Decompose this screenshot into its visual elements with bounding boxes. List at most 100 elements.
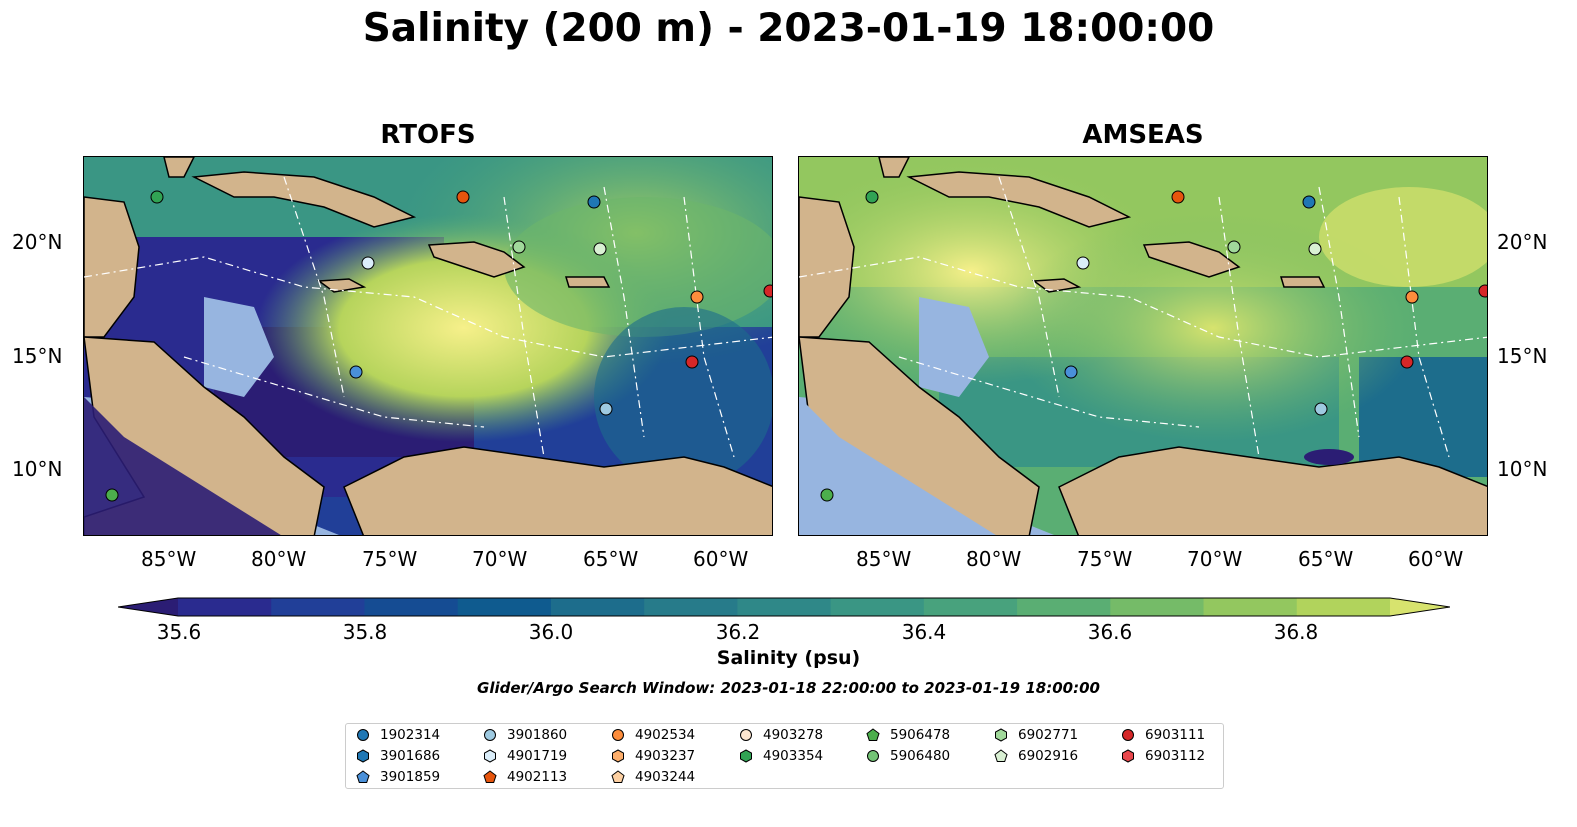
y-tick-label: 15°N (1497, 344, 1548, 368)
legend-label: 6903111 (1145, 727, 1206, 743)
legend-label: 3901859 (380, 769, 441, 785)
hexagon-marker-icon (612, 749, 624, 763)
x-tick-label: 80°W (251, 547, 307, 571)
colorbar-segment (923, 598, 1018, 616)
circle-marker-icon (612, 729, 624, 741)
y-tick-label: 20°N (12, 230, 63, 254)
legend-item: 4901719 (483, 748, 567, 764)
colorbar-segment (457, 598, 552, 616)
legend: 1902314 3901686 3901859 3901860 4901719 49021… (345, 723, 1224, 789)
colorbar-tick: 35.8 (342, 620, 388, 644)
colorbar-segment (178, 598, 272, 616)
legend-item: 4903237 (611, 748, 695, 764)
x-tick-label: 75°W (362, 547, 418, 571)
colorbar-segment (271, 598, 365, 616)
x-tick-label: 85°W (141, 547, 197, 571)
circle-marker-icon (740, 729, 752, 741)
legend-label: 4903244 (635, 769, 696, 785)
circle-marker-icon (357, 729, 369, 741)
colorbar-extend-max (1390, 598, 1450, 616)
colorbar-segment (830, 598, 925, 616)
x-tick-label: 70°W (472, 547, 528, 571)
x-tick-label: 65°W (583, 547, 639, 571)
y-tick-label: 10°N (1497, 457, 1548, 481)
panel-title-rtofs: RTOFS (380, 120, 476, 150)
legend-label: 1902314 (380, 727, 441, 743)
pentagon-marker-icon (483, 770, 497, 783)
hexagon-marker-icon (995, 728, 1007, 742)
legend-label: 4901719 (507, 748, 568, 764)
x-tick-label: 80°W (966, 547, 1022, 571)
y-tick-label: 10°N (12, 457, 63, 481)
legend-label: 5906478 (890, 727, 951, 743)
colorbar-segment (1203, 598, 1298, 616)
colorbar-tick: 36.6 (1087, 620, 1133, 644)
colorbar-segment (644, 598, 738, 616)
colorbar-tick: 36.4 (901, 620, 947, 644)
colorbar-segment (364, 598, 459, 616)
legend-item: 5906478 (866, 727, 950, 743)
colorbar-tick: 35.6 (156, 620, 202, 644)
legend-item: 4902113 (483, 769, 567, 785)
legend-label: 3901860 (507, 727, 568, 743)
pentagon-marker-icon (611, 770, 625, 783)
circle-marker-icon (484, 729, 496, 741)
hexagon-marker-icon (357, 749, 369, 763)
legend-item: 6903111 (1121, 727, 1205, 743)
y-tick-label: 20°N (1497, 230, 1548, 254)
x-tick-label: 85°W (856, 547, 912, 571)
circle-marker-icon (867, 750, 879, 762)
hexagon-marker-icon (1122, 749, 1134, 763)
colorbar-segment (1110, 598, 1205, 616)
legend-item: 3901860 (483, 727, 567, 743)
legend-label: 6903112 (1145, 748, 1206, 764)
legend-label: 4902534 (635, 727, 696, 743)
colorbar-segment (550, 598, 645, 616)
x-tick-label: 75°W (1077, 547, 1133, 571)
legend-item: 1902314 (356, 727, 440, 743)
y-tick-label: 15°N (12, 344, 63, 368)
pentagon-marker-icon (356, 770, 370, 783)
legend-item: 6903112 (1121, 748, 1205, 764)
legend-item: 4903354 (739, 748, 823, 764)
colorbar-segment (1296, 598, 1391, 616)
x-tick-label: 65°W (1298, 547, 1354, 571)
map-amseas (798, 156, 1488, 536)
legend-item: 3901686 (356, 748, 440, 764)
legend-label: 3901686 (380, 748, 441, 764)
colorbar-extend-min (118, 598, 178, 616)
legend-label: 6902771 (1018, 727, 1079, 743)
x-tick-label: 70°W (1187, 547, 1243, 571)
map-rtofs (83, 156, 773, 536)
colorbar-segment (737, 598, 832, 616)
legend-label: 5906480 (890, 748, 951, 764)
colorbar-tick: 36.0 (528, 620, 574, 644)
hexagon-marker-icon (740, 749, 752, 763)
x-tick-label: 60°W (1408, 547, 1464, 571)
figure-title: Salinity (200 m) - 2023-01-19 18:00:00 (362, 6, 1215, 51)
pentagon-marker-icon (866, 728, 880, 741)
colorbar-tick: 36.2 (715, 620, 761, 644)
x-tick-label: 60°W (693, 547, 749, 571)
colorbar-tick: 36.8 (1273, 620, 1319, 644)
legend-item: 6902771 (994, 727, 1078, 743)
legend-item: 3901859 (356, 769, 440, 785)
circle-marker-icon (1122, 729, 1134, 741)
legend-label: 6902916 (1018, 748, 1079, 764)
legend-item: 4902534 (611, 727, 695, 743)
legend-label: 4902113 (507, 769, 568, 785)
colorbar (117, 592, 1451, 622)
legend-label: 4903237 (635, 748, 696, 764)
legend-item: 4903278 (739, 727, 823, 743)
legend-item: 5906480 (866, 748, 950, 764)
legend-item: 6902916 (994, 748, 1078, 764)
panel-title-amseas: AMSEAS (1082, 120, 1204, 150)
pentagon-marker-icon (994, 749, 1008, 762)
legend-label: 4903278 (763, 727, 824, 743)
colorbar-title: Salinity (psu) (716, 647, 861, 669)
colorbar-segment (1017, 598, 1111, 616)
hexagon-marker-icon (484, 749, 496, 763)
search-window-text: Glider/Argo Search Window: 2023-01-18 22… (477, 679, 1100, 697)
legend-item: 4903244 (611, 769, 695, 785)
legend-label: 4903354 (763, 748, 824, 764)
